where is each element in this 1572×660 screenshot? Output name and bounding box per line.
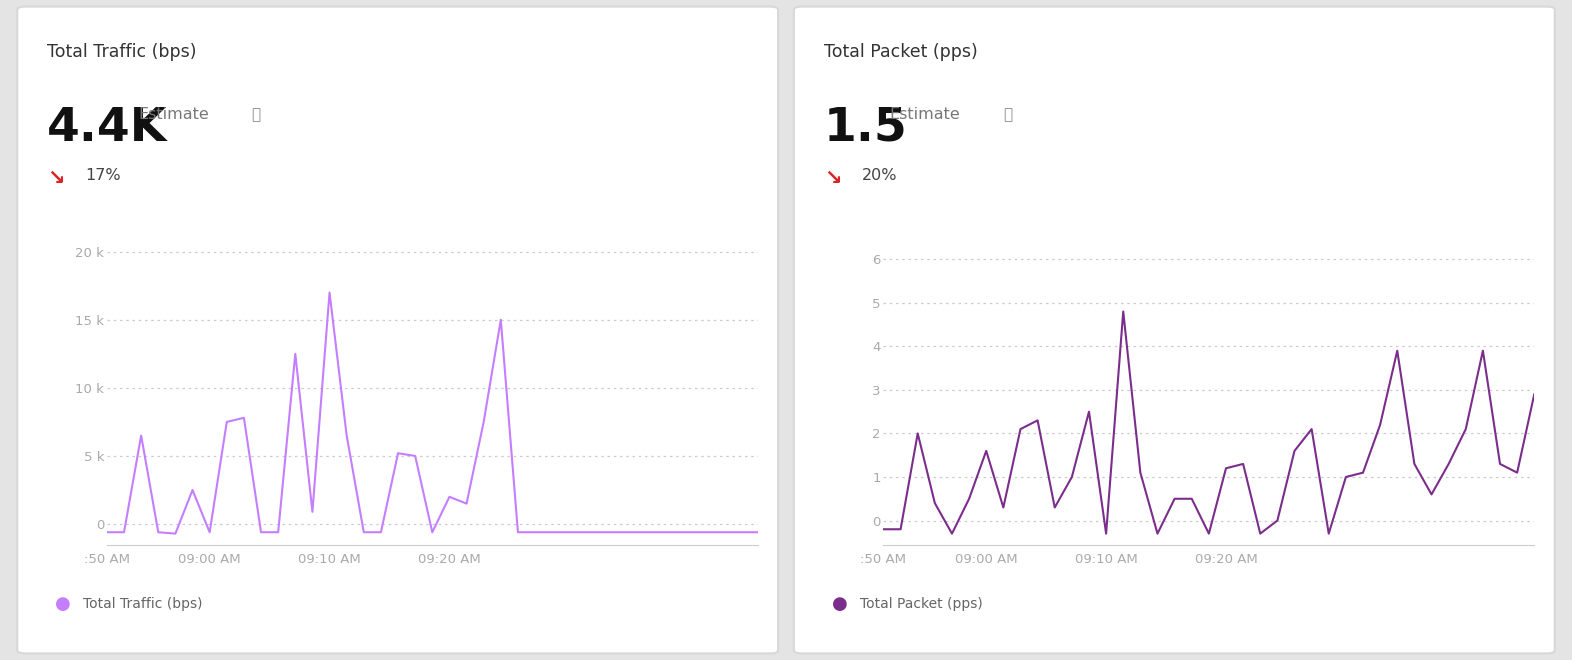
Text: ⓘ: ⓘ <box>252 107 261 122</box>
Text: ●: ● <box>832 595 847 613</box>
Text: ●: ● <box>55 595 71 613</box>
Text: Estimate: Estimate <box>890 107 960 122</box>
Text: Total Packet (pps): Total Packet (pps) <box>860 597 982 611</box>
Text: 17%: 17% <box>85 168 121 183</box>
Text: 1.5: 1.5 <box>824 106 907 150</box>
Text: 4.4K: 4.4K <box>47 106 168 150</box>
Text: 20%: 20% <box>861 168 898 183</box>
Text: ↘: ↘ <box>47 168 64 188</box>
Text: ⓘ: ⓘ <box>1003 107 1012 122</box>
Text: Total Traffic (bps): Total Traffic (bps) <box>83 597 203 611</box>
Text: Estimate: Estimate <box>138 107 209 122</box>
Text: ↘: ↘ <box>824 168 841 188</box>
Text: Total Packet (pps): Total Packet (pps) <box>824 43 978 61</box>
Text: Total Traffic (bps): Total Traffic (bps) <box>47 43 196 61</box>
